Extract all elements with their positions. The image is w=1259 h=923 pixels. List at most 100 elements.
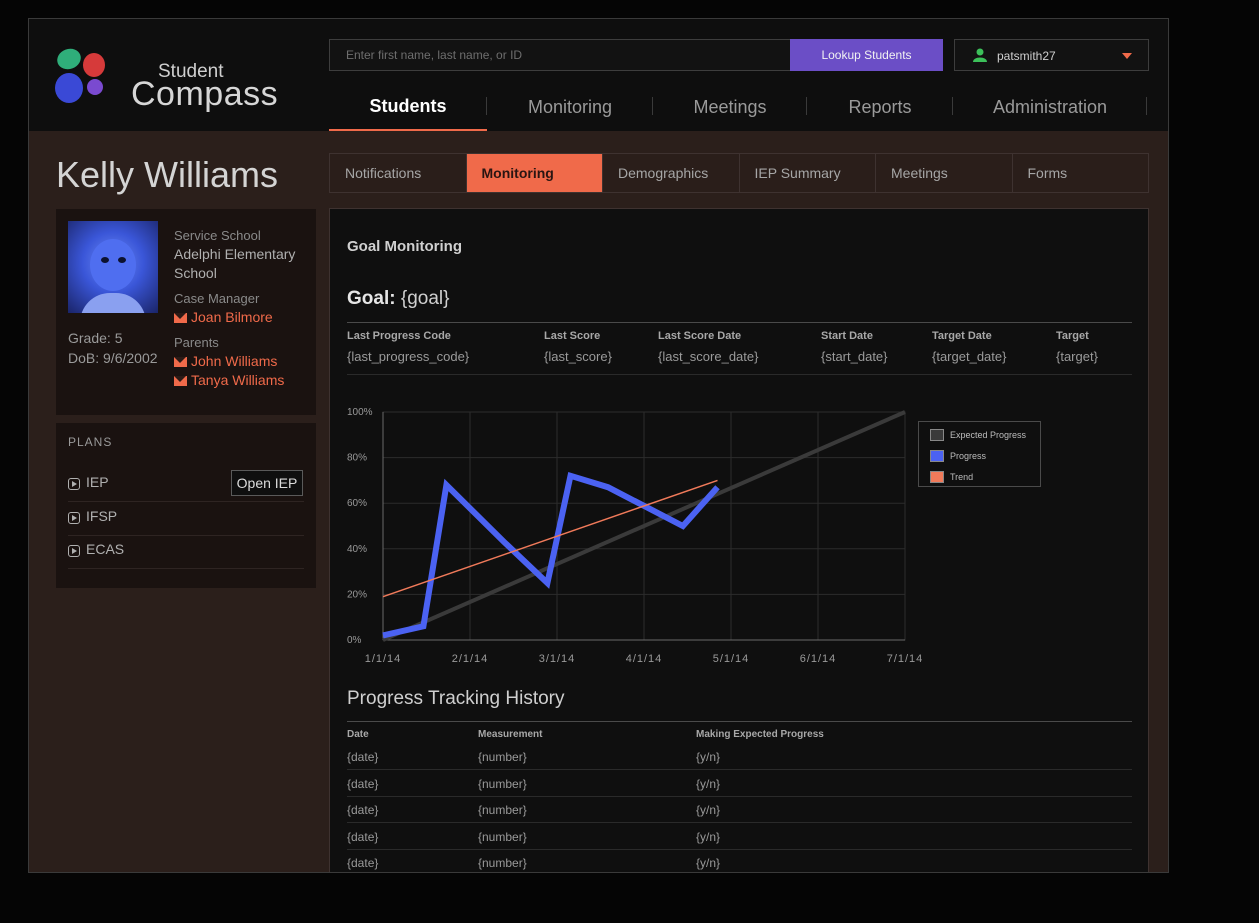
logo-blob-red	[83, 53, 105, 77]
x-tick-label: 4/1/14	[626, 653, 663, 665]
main-tab-monitoring[interactable]: Monitoring	[487, 83, 653, 131]
table-cell: {date}	[347, 829, 379, 844]
lookup-students-button[interactable]: Lookup Students	[790, 39, 943, 71]
service-school-line-1: Adelphi Elementary	[174, 246, 296, 262]
table-cell: {y/n}	[696, 856, 721, 870]
play-icon	[68, 545, 80, 557]
student-photo	[68, 221, 158, 313]
plan-item-ecas[interactable]: ECAS	[68, 536, 304, 569]
series-line-progress	[382, 471, 720, 639]
main-nav: Students Monitoring Meetings Reports Adm…	[329, 83, 1159, 131]
table-cell: {number}	[478, 750, 527, 764]
app-window: Student Compass Lookup Students patsmith…	[28, 18, 1169, 873]
play-icon	[68, 478, 80, 490]
legend-label: Expected Progress	[950, 430, 1027, 440]
student-profile-card: Service School Adelphi Elementary School…	[56, 209, 316, 415]
legend-swatch	[930, 429, 944, 441]
username: patsmith27	[997, 49, 1056, 63]
photo-shirt	[80, 293, 146, 313]
tab-iep-summary[interactable]: IEP Summary	[740, 154, 876, 192]
service-school-label: Service School	[174, 228, 261, 243]
case-manager-name: Joan Bilmore	[191, 309, 273, 325]
monitoring-content: Goal Monitoring Goal: {goal} Last Progre…	[329, 208, 1149, 872]
y-tick-label: 20%	[347, 589, 367, 600]
table-row: {date} {number} {y/n}	[347, 744, 1132, 770]
divider	[347, 374, 1132, 375]
goal-col-last-score-date: Last Score Date {last_score_date}	[658, 330, 758, 364]
legend-label: Progress	[950, 451, 987, 461]
parent-link-1[interactable]: John Williams	[174, 352, 277, 371]
y-tick-label: 40%	[347, 544, 367, 555]
y-tick-label: 80%	[347, 453, 367, 464]
x-tick-label: 6/1/14	[800, 653, 837, 665]
section-title: Goal Monitoring	[347, 238, 462, 255]
logo-text-student: Student	[158, 61, 224, 82]
table-cell: {number}	[478, 829, 527, 844]
caret-down-icon[interactable]	[1122, 53, 1132, 59]
goal-progress-chart: 0% 20% 40% 60% 80% 100% 1/1/14 2/1/14 3/1/14 4/1/…	[347, 407, 924, 665]
divider	[347, 721, 1132, 722]
goal-col-value: {last_score}	[544, 349, 612, 364]
logo-blob-blue	[55, 73, 83, 103]
table-row: {date} {number} {y/n}	[347, 771, 1132, 797]
goal-value: {goal}	[400, 288, 450, 309]
goal-col-head: Last Score Date	[658, 330, 742, 342]
goal-col-value: {target}	[1056, 349, 1098, 364]
table-cell: {date}	[347, 750, 379, 764]
main-tab-students[interactable]: Students	[329, 83, 487, 131]
plan-label: IFSP	[86, 508, 118, 524]
mail-icon	[174, 313, 187, 323]
photo-eye-right	[118, 257, 126, 263]
series-line-trend	[382, 479, 718, 598]
mail-icon	[174, 376, 187, 386]
goal-col-target-date: Target Date {target_date}	[932, 330, 1006, 364]
tab-notifications[interactable]: Notifications	[330, 154, 467, 192]
legend-swatch	[930, 450, 944, 462]
photo-eye-left	[101, 257, 109, 263]
history-col-measurement: Measurement	[478, 729, 543, 740]
x-tick-label: 1/1/14	[365, 653, 402, 665]
play-icon	[68, 512, 80, 524]
tab-forms[interactable]: Forms	[1027, 165, 1068, 181]
goal-col-value: {start_date}	[821, 349, 888, 364]
plan-item-iep[interactable]: IEP	[68, 469, 304, 502]
goal-col-head: Last Progress Code	[347, 330, 451, 342]
student-compass-logo[interactable]: Student Compass	[51, 45, 278, 115]
goal-col-head: Target Date	[932, 330, 992, 342]
plan-item-ifsp[interactable]: IFSP	[68, 503, 304, 536]
x-tick-label: 7/1/14	[887, 653, 924, 665]
goal-heading: Goal: {goal}	[347, 288, 449, 310]
logo-blob-purple	[87, 79, 103, 95]
tab-meetings[interactable]: Meetings	[876, 154, 1013, 192]
y-tick-label: 60%	[347, 498, 367, 509]
student-search-input[interactable]	[329, 39, 791, 71]
tab-demographics[interactable]: Demographics	[603, 154, 740, 192]
mail-icon	[174, 357, 187, 367]
goal-col-last-score: Last Score {last_score}	[544, 330, 612, 364]
chart-legend: Expected Progress Progress Trend	[918, 421, 1041, 487]
goal-col-start-date: Start Date {start_date}	[821, 330, 888, 364]
case-manager-link[interactable]: Joan Bilmore	[174, 308, 273, 327]
table-cell: {number}	[478, 803, 527, 817]
user-menu[interactable]: patsmith27	[954, 39, 1149, 71]
table-cell: {date}	[347, 776, 379, 791]
goal-col-head: Target	[1056, 330, 1089, 342]
goal-label: Goal:	[347, 288, 396, 309]
service-school-line-2: School	[174, 265, 217, 281]
header: Student Compass Lookup Students patsmith…	[29, 19, 1168, 131]
history-col-date: Date	[347, 729, 369, 740]
legend-label: Trend	[950, 472, 974, 482]
history-title: Progress Tracking History	[347, 688, 565, 709]
main-tab-meetings[interactable]: Meetings	[653, 83, 807, 131]
case-manager-label: Case Manager	[174, 291, 260, 306]
open-iep-button[interactable]: Open IEP	[231, 470, 303, 496]
divider	[347, 322, 1132, 323]
main-tab-reports[interactable]: Reports	[807, 83, 953, 131]
plan-label: ECAS	[86, 541, 125, 557]
tab-monitoring[interactable]: Monitoring	[466, 154, 603, 192]
plans-title: PLANS	[68, 435, 113, 449]
goal-col-value: {target_date}	[932, 349, 1007, 364]
y-tick-label: 0%	[347, 635, 362, 646]
main-tab-administration[interactable]: Administration	[953, 83, 1147, 131]
parent-link-2[interactable]: Tanya Williams	[174, 371, 284, 390]
